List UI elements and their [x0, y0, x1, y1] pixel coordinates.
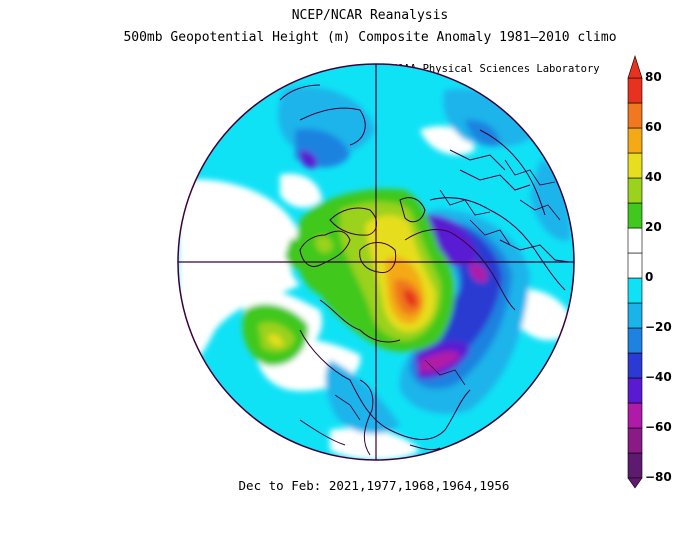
colorbar-tick-label: −20 — [645, 320, 672, 334]
colorbar-segment — [627, 427, 643, 454]
colorbar-segment — [627, 227, 643, 254]
colorbar-segment — [627, 302, 643, 329]
date-caption: Dec to Feb: 2021,1977,1968,1964,1956 — [238, 478, 510, 493]
colorbar-segment — [627, 127, 643, 154]
colorbar-min-arrow — [627, 477, 643, 489]
colorbar-tick-label: 20 — [645, 220, 662, 234]
colorbar-tick-label: 60 — [645, 120, 662, 134]
colorbar-segment — [627, 402, 643, 429]
colorbar-tick-label: 40 — [645, 170, 662, 184]
colorbar-segment — [627, 152, 643, 179]
colorbar-tick-label: −40 — [645, 370, 672, 384]
colorbar-segment — [627, 277, 643, 304]
map-boundary — [177, 63, 575, 461]
chart-title: NCEP/NCAR Reanalysis — [291, 8, 449, 23]
colorbar-segment — [627, 327, 643, 354]
colorbar-segment — [627, 102, 643, 129]
colorbar-tick-label: 80 — [645, 70, 662, 84]
colorbar-tick-label: −80 — [645, 470, 672, 484]
colorbar-segment — [627, 252, 643, 279]
colorbar — [627, 55, 643, 489]
colorbar-segment — [627, 352, 643, 379]
colorbar-tick-label: −60 — [645, 420, 672, 434]
colorbar-segment — [627, 452, 643, 479]
colorbar-segment — [627, 202, 643, 229]
colorbar-max-arrow — [627, 55, 643, 79]
colorbar-tick-label: 0 — [645, 270, 654, 284]
colorbar-segment — [627, 77, 643, 104]
credit-label: NOAA Physical Sciences Laboratory — [391, 63, 600, 75]
colorbar-segment — [627, 177, 643, 204]
chart-subtitle: 500mb Geopotential Height (m) Composite … — [123, 30, 617, 45]
colorbar-segment — [627, 377, 643, 404]
